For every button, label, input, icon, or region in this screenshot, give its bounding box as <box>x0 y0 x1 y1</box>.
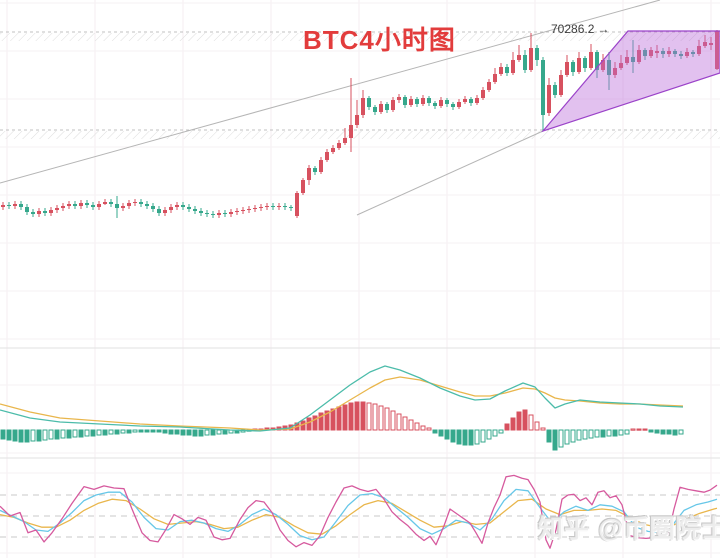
price-arrow-icon: → <box>597 22 610 36</box>
pennant-annotation <box>541 30 720 133</box>
price-label: 70286.2 <box>551 22 595 36</box>
channel-lower-line <box>356 130 544 216</box>
candles <box>1 30 719 219</box>
watermark: 知乎 @币圈院士 <box>538 515 720 543</box>
price-callout: 70286.2 → <box>551 22 609 36</box>
macd-panel <box>0 365 684 451</box>
zone-lines <box>0 31 720 139</box>
kdj-panel <box>0 474 720 549</box>
channel-upper-line <box>0 0 661 184</box>
trend-channel <box>0 0 661 216</box>
chart-title: BTC4小时图 <box>303 25 456 55</box>
